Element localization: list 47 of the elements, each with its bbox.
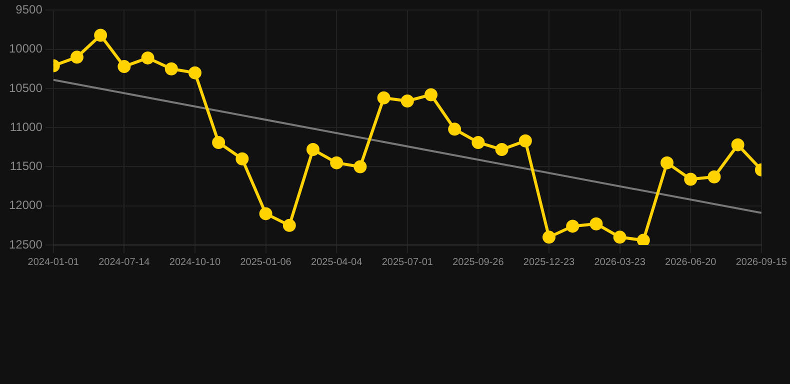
- y-tick-label: 9500: [16, 2, 43, 17]
- x-tick-label: 2025-04-04: [311, 256, 363, 268]
- point: [282, 218, 296, 232]
- point: [259, 207, 272, 220]
- point: [731, 138, 744, 152]
- point: [495, 143, 508, 156]
- point: [472, 136, 485, 149]
- point: [542, 230, 556, 244]
- x-tick-label: 2024-07-14: [98, 256, 150, 268]
- x-tick-label: 2025-01-06: [240, 256, 292, 268]
- x-tick-label: 2025-07-01: [382, 256, 434, 268]
- point: [424, 88, 438, 102]
- point: [518, 134, 532, 148]
- point: [354, 160, 367, 174]
- point: [400, 94, 414, 108]
- point: [141, 51, 154, 64]
- y-tick-label: 10500: [8, 80, 43, 95]
- point: [70, 50, 84, 64]
- x-tick-label: 2026-09-15: [736, 256, 788, 268]
- y-tick-label: 11500: [10, 159, 43, 174]
- x-tick-label: 2026-06-20: [665, 256, 717, 268]
- point: [708, 170, 721, 184]
- y-tick-label: 10000: [8, 42, 43, 56]
- x-tick-label: 2025-12-23: [523, 256, 576, 268]
- point: [660, 156, 674, 170]
- point: [448, 122, 462, 136]
- point: [636, 234, 650, 245]
- point: [330, 156, 344, 170]
- point: [212, 136, 226, 149]
- point: [684, 172, 698, 186]
- point: [236, 152, 249, 166]
- y-tick-label: 11000: [10, 120, 43, 134]
- point: [188, 66, 202, 80]
- point: [118, 60, 131, 74]
- point: [306, 143, 320, 156]
- point: [566, 220, 580, 233]
- point: [590, 217, 603, 230]
- point: [377, 91, 390, 104]
- x-tick-label: 2024-01-01: [28, 256, 80, 268]
- point: [164, 62, 178, 76]
- y-tick-label: 12000: [8, 198, 43, 212]
- point: [94, 28, 108, 42]
- x-tick-label: 2026-03-23: [594, 256, 646, 268]
- x-tick-label: 2025-09-26: [452, 256, 504, 268]
- point: [613, 230, 626, 244]
- y-tick-label: 12500: [8, 237, 43, 252]
- x-tick-label: 2024-10-10: [169, 256, 221, 268]
